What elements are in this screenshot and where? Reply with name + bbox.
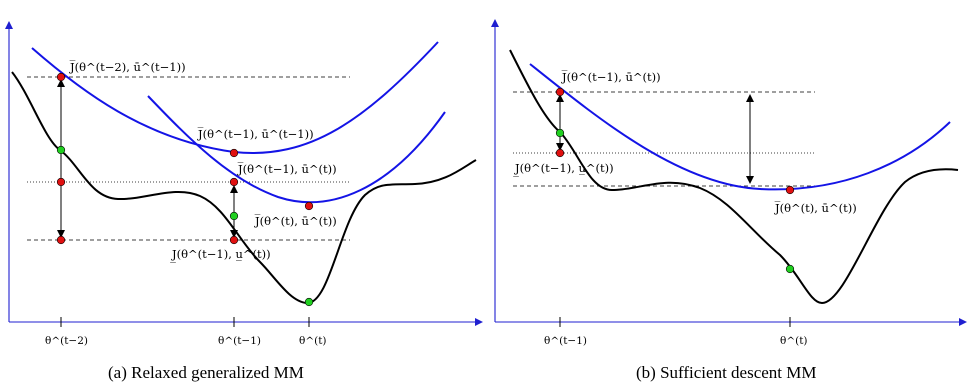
- panel-a-point-blue-mid: [229, 148, 239, 158]
- panel-b-caption: (b) Sufficient descent MM: [636, 363, 817, 382]
- panel-a-point-mid-left: [56, 177, 66, 187]
- panel-a-label-top: J̅(θ^(t−2), ū^(t−1)): [69, 60, 186, 74]
- panel-a-objective-curve: [11, 71, 477, 305]
- panel-a-point-right: [304, 201, 314, 211]
- panel-a-surrogate-lower: [147, 95, 446, 204]
- panel-a: J̅(θ^(t−2), ū^(t−1)) J̅(θ^(t−1), ū^(t−1)…: [5, 21, 483, 382]
- panel-b-label-top: J̅(θ^(t−1), ū^(t)): [561, 70, 661, 84]
- panel-b-tick-t-minus-1: θ^(t−1): [544, 335, 587, 347]
- panel-b-point-min: [785, 264, 795, 274]
- panel-a-label-mid2: J̅(θ^(t−1), ū^(t)): [237, 162, 337, 176]
- panel-b-label-lower: J̲(θ^(t−1), u̲^(t)): [513, 161, 614, 177]
- panel-a-tick-t: θ^(t): [299, 335, 327, 347]
- panel-a-label-mid1: J̅(θ^(t−1), ū^(t−1)): [197, 127, 314, 141]
- panel-a-point-top: [56, 72, 66, 82]
- panel-a-point-min: [304, 297, 314, 307]
- panel-a-label-right: J̅(θ^(t), ū^(t)): [254, 214, 337, 228]
- panel-b-point-dotted-left: [555, 148, 565, 158]
- panel-b-point-green-left: [555, 128, 565, 138]
- panel-a-point-green-left: [56, 145, 66, 155]
- panel-b-point-right: [785, 185, 795, 195]
- panel-a-tick-t-minus-1: θ^(t−1): [218, 335, 261, 347]
- panel-a-label-lower: J̲(θ^(t−1), u̲^(t)): [170, 247, 271, 263]
- panel-b-objective-curve: [509, 49, 959, 305]
- panel-a-point-green-mid: [229, 211, 239, 221]
- panel-a-point-low-left: [56, 235, 66, 245]
- panel-a-caption: (a) Relaxed generalized MM: [108, 363, 304, 382]
- panel-b-surrogate: [529, 63, 951, 191]
- panel-b-tick-t: θ^(t): [780, 335, 808, 347]
- panel-b-label-right: J̅(θ^(t), ū^(t)): [774, 201, 857, 215]
- panel-b-point-top: [555, 87, 565, 97]
- panel-a-tick-t-minus-2: θ^(t−2): [45, 335, 88, 347]
- panel-a-point-dotted-mid: [229, 177, 239, 187]
- panel-b: J̅(θ^(t−1), ū^(t)) J̲(θ^(t−1), u̲^(t)) J…: [491, 19, 967, 382]
- panel-a-point-low-mid: [229, 235, 239, 245]
